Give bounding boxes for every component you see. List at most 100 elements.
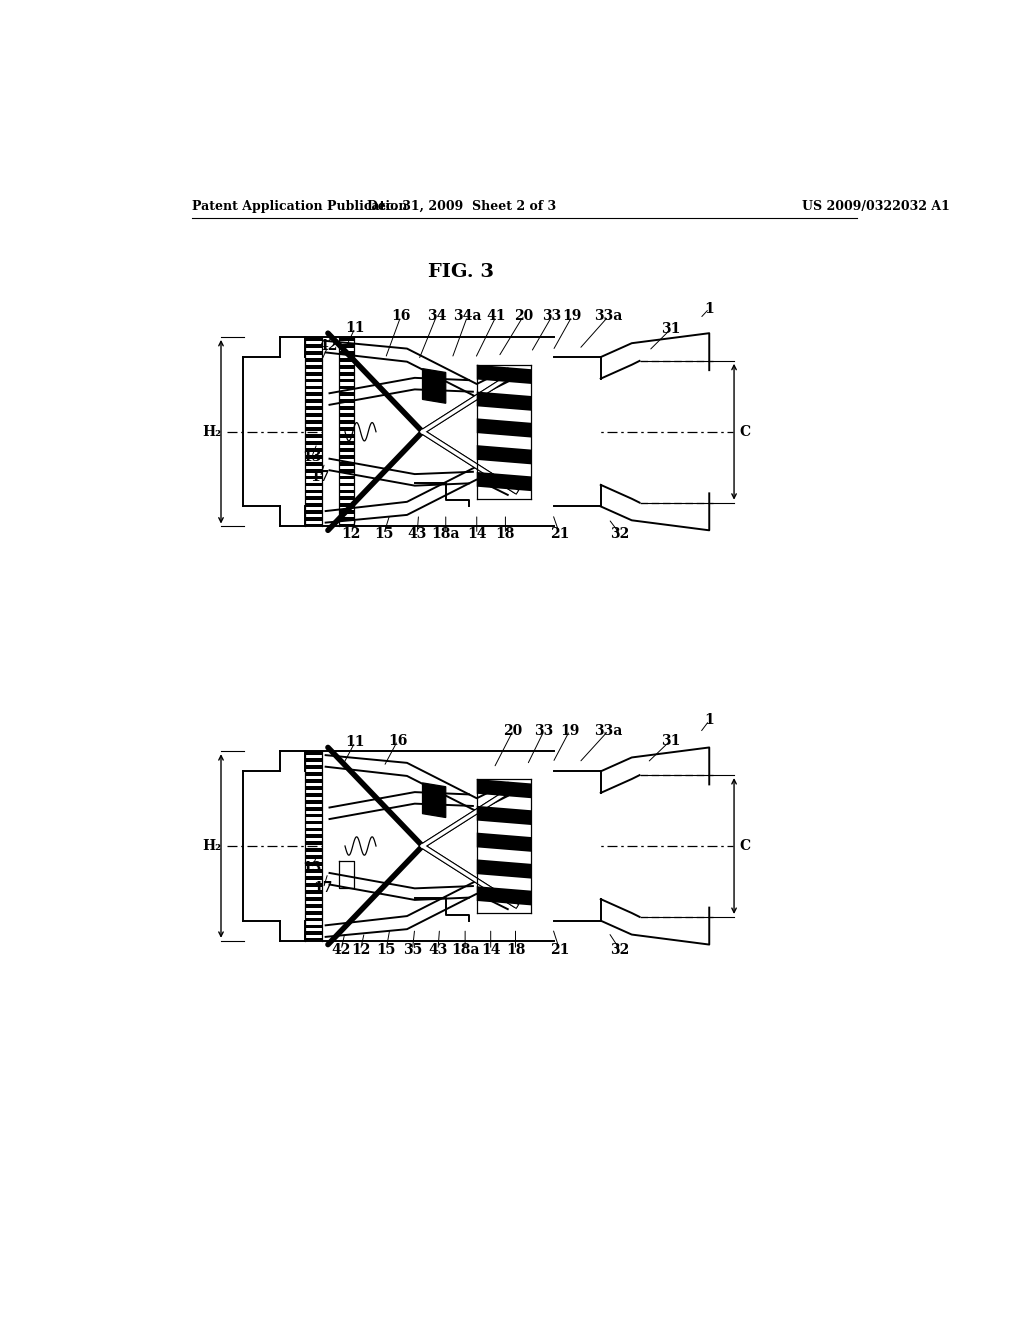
Text: 1: 1	[705, 714, 714, 727]
Polygon shape	[305, 462, 322, 466]
Polygon shape	[305, 869, 322, 873]
Polygon shape	[305, 483, 322, 486]
Text: 35: 35	[402, 942, 422, 957]
Polygon shape	[305, 400, 322, 403]
Text: 20: 20	[504, 723, 523, 738]
Polygon shape	[305, 896, 322, 900]
Text: 19: 19	[562, 309, 582, 323]
Polygon shape	[305, 337, 322, 341]
Polygon shape	[305, 407, 322, 411]
Polygon shape	[423, 368, 445, 404]
Polygon shape	[339, 503, 354, 507]
Polygon shape	[305, 447, 322, 451]
Text: FIG. 3: FIG. 3	[428, 264, 495, 281]
Text: 34: 34	[427, 309, 446, 323]
Text: 32: 32	[610, 942, 630, 957]
Polygon shape	[305, 772, 322, 776]
Text: 43: 43	[408, 527, 427, 541]
Polygon shape	[305, 785, 322, 789]
Polygon shape	[339, 372, 354, 375]
Polygon shape	[339, 379, 354, 383]
Polygon shape	[305, 932, 322, 936]
Polygon shape	[305, 413, 322, 417]
Text: H₂: H₂	[202, 840, 221, 853]
Polygon shape	[305, 469, 322, 473]
Polygon shape	[305, 876, 322, 880]
Polygon shape	[322, 751, 601, 941]
Polygon shape	[305, 428, 322, 430]
Polygon shape	[305, 779, 322, 783]
Polygon shape	[305, 904, 322, 908]
Text: 14: 14	[481, 942, 501, 957]
Text: 42: 42	[318, 339, 338, 354]
Polygon shape	[305, 385, 322, 389]
Text: US 2009/0322032 A1: US 2009/0322032 A1	[802, 199, 950, 213]
Polygon shape	[477, 886, 531, 906]
Text: C: C	[739, 840, 751, 853]
Polygon shape	[305, 455, 322, 458]
Text: Dec. 31, 2009  Sheet 2 of 3: Dec. 31, 2009 Sheet 2 of 3	[367, 199, 556, 213]
Polygon shape	[339, 483, 354, 486]
Text: 42: 42	[332, 942, 351, 957]
Text: 21: 21	[550, 527, 569, 541]
Text: 16: 16	[391, 309, 411, 323]
Polygon shape	[305, 911, 322, 915]
Polygon shape	[477, 805, 531, 825]
Text: 20: 20	[514, 309, 532, 323]
Polygon shape	[339, 400, 354, 403]
Polygon shape	[305, 517, 322, 521]
Polygon shape	[339, 434, 354, 438]
Polygon shape	[339, 447, 354, 451]
Text: 21: 21	[550, 942, 569, 957]
Polygon shape	[305, 924, 322, 928]
Polygon shape	[339, 413, 354, 417]
Polygon shape	[305, 807, 322, 810]
Text: 18a: 18a	[451, 942, 479, 957]
Text: 15: 15	[374, 527, 393, 541]
Polygon shape	[305, 524, 322, 527]
Polygon shape	[339, 364, 354, 368]
Text: Patent Application Publication: Patent Application Publication	[193, 199, 408, 213]
Polygon shape	[339, 441, 354, 445]
Polygon shape	[339, 469, 354, 473]
Polygon shape	[477, 364, 531, 384]
Polygon shape	[305, 883, 322, 887]
Polygon shape	[339, 345, 354, 347]
Polygon shape	[305, 358, 322, 362]
Text: 18a: 18a	[431, 527, 460, 541]
Polygon shape	[305, 379, 322, 383]
Polygon shape	[305, 800, 322, 804]
Polygon shape	[305, 490, 322, 494]
Polygon shape	[305, 841, 322, 845]
Polygon shape	[322, 337, 601, 527]
Polygon shape	[339, 337, 354, 341]
Polygon shape	[339, 407, 354, 411]
Polygon shape	[305, 821, 322, 825]
Polygon shape	[305, 364, 322, 368]
Text: 18: 18	[496, 527, 515, 541]
Polygon shape	[477, 445, 531, 465]
Polygon shape	[305, 793, 322, 797]
Text: 18: 18	[506, 942, 525, 957]
Polygon shape	[305, 434, 322, 438]
Text: 13: 13	[302, 862, 322, 875]
Text: 16: 16	[388, 734, 408, 747]
Polygon shape	[305, 496, 322, 500]
Polygon shape	[477, 859, 531, 879]
Text: 17: 17	[310, 470, 330, 484]
Polygon shape	[305, 766, 322, 770]
Polygon shape	[305, 849, 322, 853]
Text: 33a: 33a	[594, 723, 623, 738]
Text: 31: 31	[660, 734, 680, 747]
Polygon shape	[305, 511, 322, 513]
Text: 34a: 34a	[454, 309, 481, 323]
Text: 33a: 33a	[594, 309, 623, 323]
Polygon shape	[339, 475, 354, 479]
Polygon shape	[305, 372, 322, 375]
Polygon shape	[477, 392, 531, 411]
Polygon shape	[339, 517, 354, 521]
Text: 14: 14	[467, 527, 486, 541]
Polygon shape	[423, 783, 445, 817]
Polygon shape	[339, 358, 354, 362]
Polygon shape	[477, 833, 531, 851]
